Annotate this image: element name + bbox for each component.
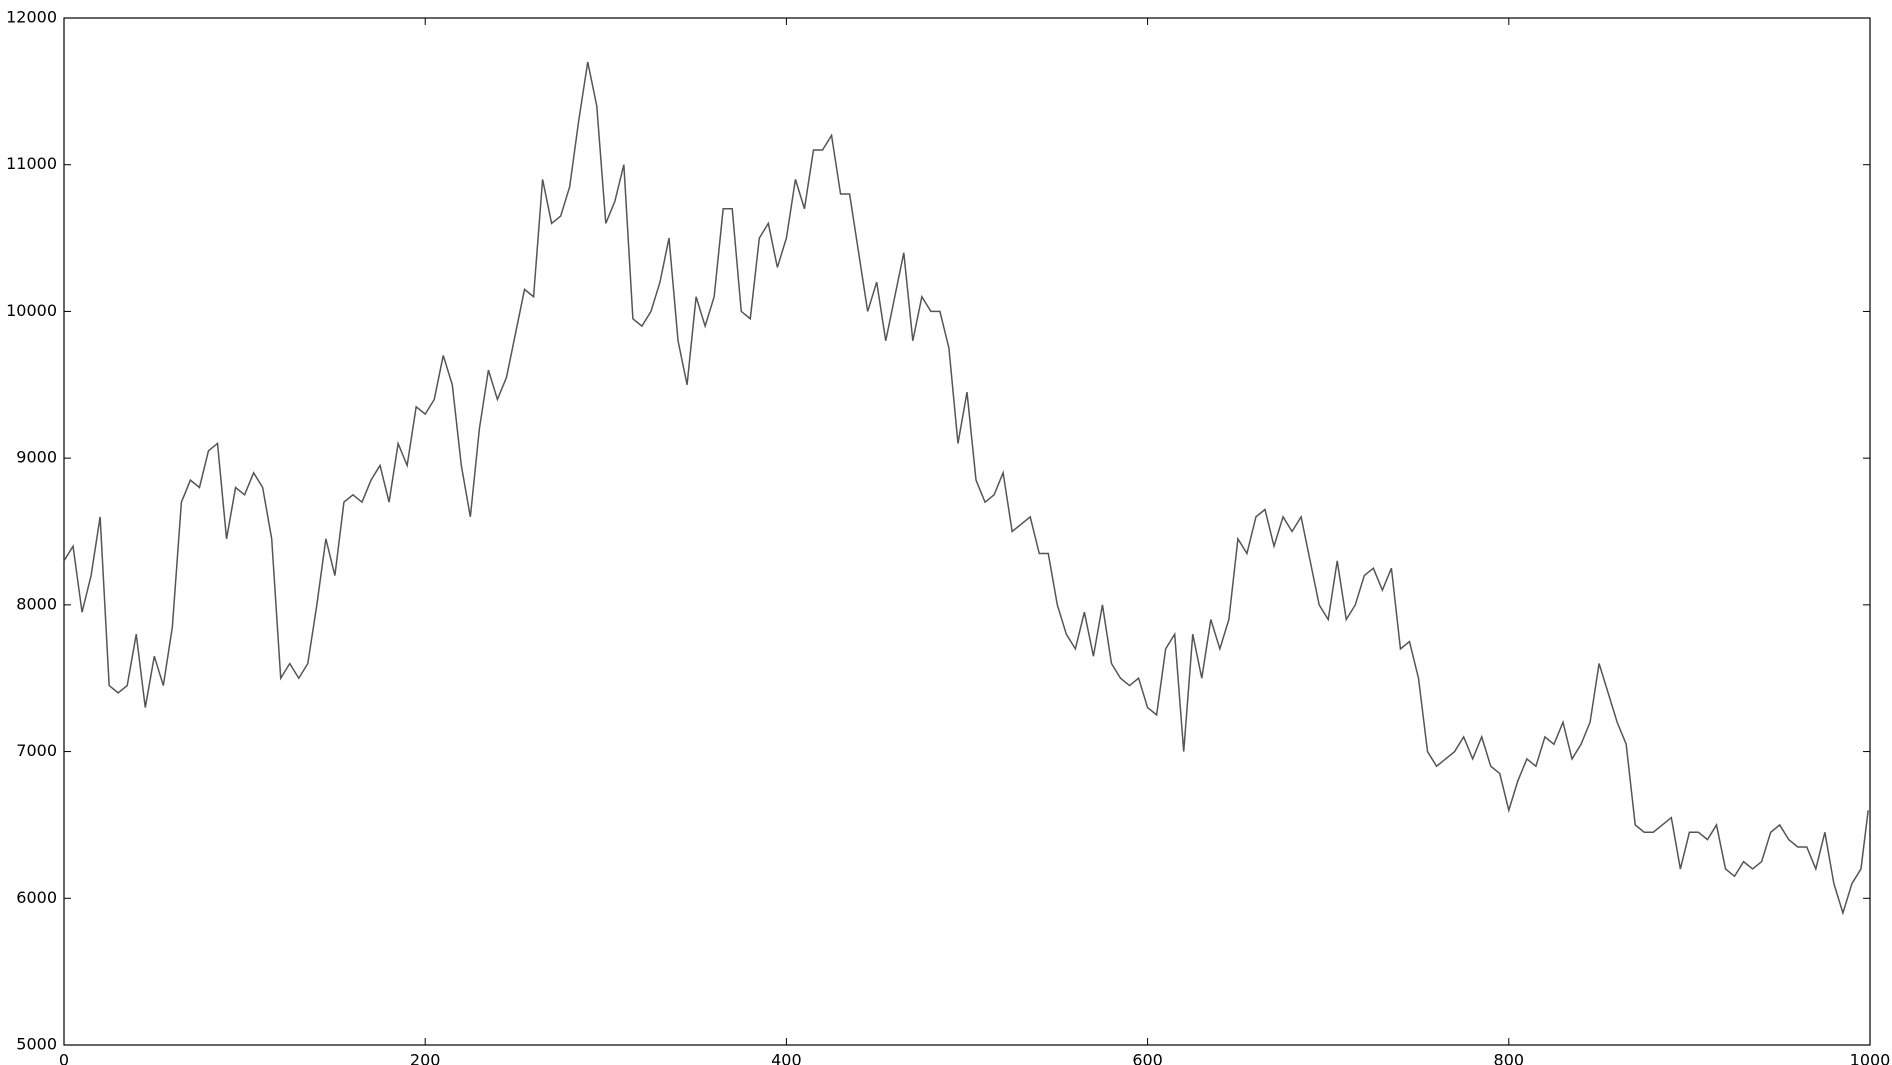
y-tick-label: 11000 [6,154,57,173]
y-tick-label: 10000 [6,301,57,320]
plot-frame [63,17,1871,1046]
y-tick-label: 8000 [16,594,57,613]
y-tick-label: 12000 [6,8,57,27]
data-line [63,61,1869,916]
x-tick-label: 1000 [1850,1051,1891,1065]
y-tick-label: 7000 [16,741,57,760]
x-tick-label: 0 [59,1051,69,1065]
y-tick-label: 9000 [16,448,57,467]
x-tick-label: 600 [1132,1051,1163,1065]
y-tick-label: 6000 [16,888,57,907]
x-tick-label: 200 [410,1051,441,1065]
y-tick-label: 5000 [16,1035,57,1054]
x-tick-label: 400 [771,1051,802,1065]
x-tick-label: 800 [1494,1051,1525,1065]
